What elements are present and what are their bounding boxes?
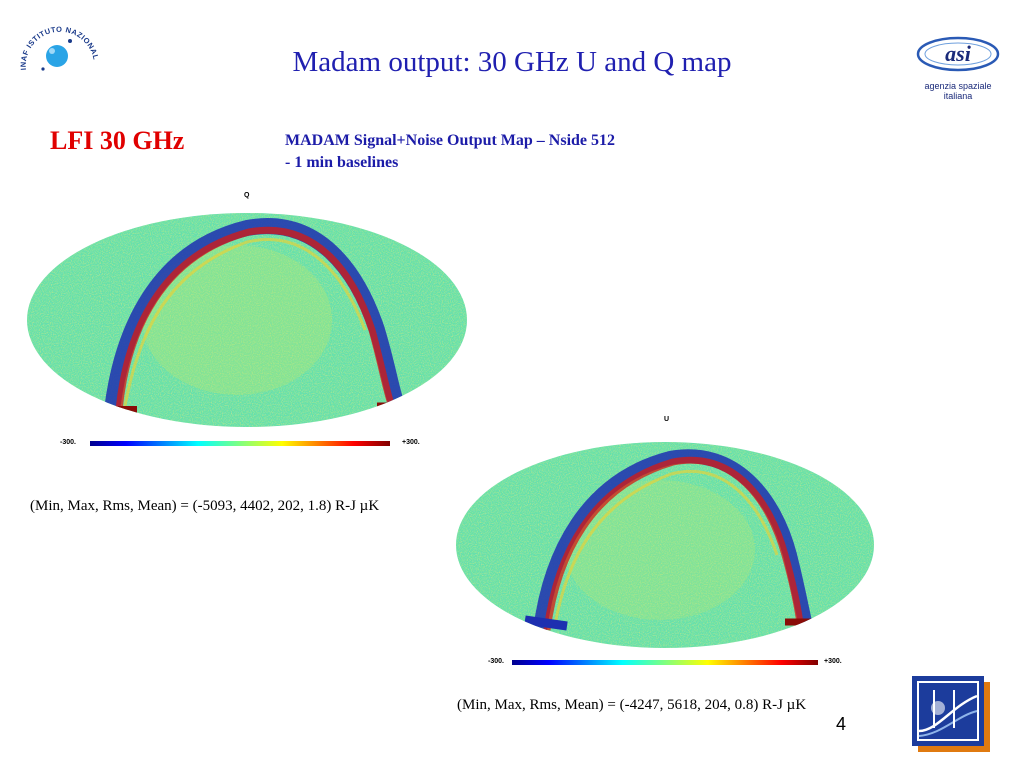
asi-logo: asi agenzia spaziale italiana (912, 30, 1004, 101)
q-colorbar-max: +300. (402, 439, 420, 446)
q-colorbar-min: -300. (60, 439, 76, 446)
q-map-stats: (Min, Max, Rms, Mean) = (-5093, 4402, 20… (30, 498, 380, 514)
caption-line-1: MADAM Signal+Noise Output Map – Nside 51… (285, 132, 616, 149)
u-map-stats: (Min, Max, Rms, Mean) = (-4247, 5618, 20… (457, 697, 807, 713)
q-colorbar-gradient (90, 441, 390, 446)
q-map-label: Q (244, 192, 250, 199)
u-colorbar-max: +300. (824, 658, 842, 665)
u-colorbar: -300. +300. (488, 656, 858, 670)
svg-text:asi: asi (945, 41, 972, 66)
u-map-label: U (664, 416, 670, 423)
caption-line-2: - 1 min baselines (285, 154, 399, 171)
institute-logo (912, 676, 992, 752)
inaf-logo: INAF ISTITUTO NAZIONALE DI ASTROFISICA (5, 3, 108, 100)
asi-text-line2: italiana (943, 91, 973, 101)
u-map (455, 440, 875, 650)
map-caption: MADAM Signal+Noise Output Map – Nside 51… (285, 130, 615, 174)
q-map (27, 210, 467, 430)
u-colorbar-min: -300. (488, 658, 504, 665)
subtitle-lfi: LFI 30 GHz (50, 126, 185, 155)
u-colorbar-gradient (512, 660, 818, 665)
page-number: 4 (836, 714, 847, 734)
slide-title: Madam output: 30 GHz U and Q map (292, 46, 732, 78)
asi-text-line1: agenzia spaziale (924, 81, 992, 91)
q-colorbar: -300. +300. (60, 437, 430, 451)
